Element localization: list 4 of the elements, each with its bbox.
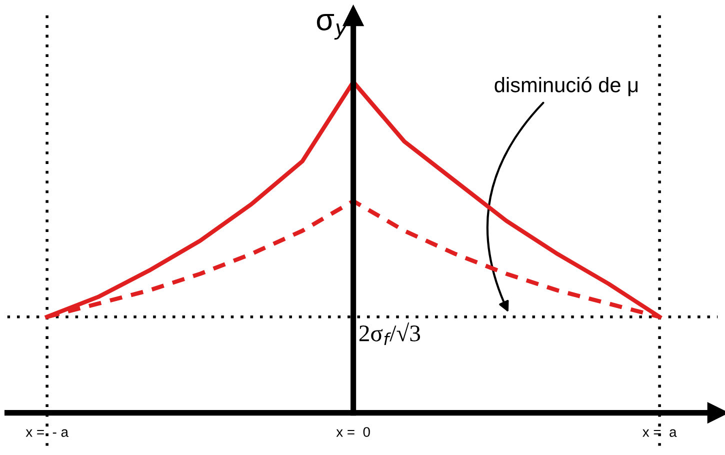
- annotation: disminució de μ: [494, 76, 638, 96]
- x-tick-label: x = 0: [336, 427, 370, 437]
- ref-line-label: 2σ$_{f}$/√3: [359, 322, 420, 345]
- x-tick-label: x = - a: [26, 429, 68, 437]
